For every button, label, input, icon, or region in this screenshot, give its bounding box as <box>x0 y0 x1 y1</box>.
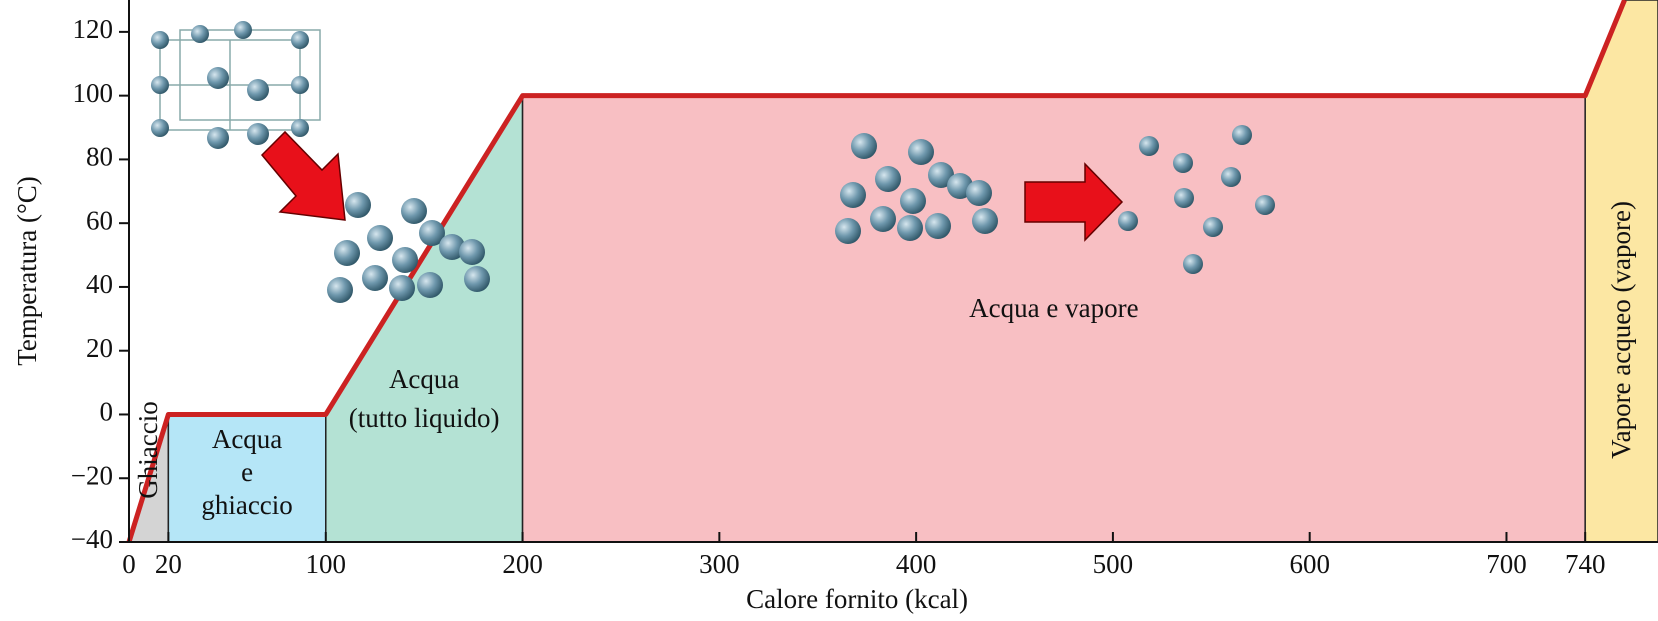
y-tick-label: 100 <box>73 78 114 108</box>
x-tick-label: 200 <box>502 549 543 579</box>
arrow <box>1024 162 1124 242</box>
x-axis-title: Calore fornito (kcal) <box>746 584 968 614</box>
illustrations <box>151 21 1275 303</box>
liquid-molecules <box>327 192 490 303</box>
x-tick-label: 20 <box>155 549 182 579</box>
region-label: Ghiaccio <box>133 401 163 498</box>
boiling-molecules <box>835 133 998 244</box>
x-tick-label: 0 <box>122 549 136 579</box>
x-tick-label: 300 <box>699 549 740 579</box>
region-label: Acqua <box>212 424 282 454</box>
y-tick-label: 0 <box>100 397 114 427</box>
x-tick-label: 100 <box>306 549 347 579</box>
region-label: (tutto liquido) <box>349 403 500 433</box>
y-tick-label: −40 <box>71 524 113 554</box>
region <box>325 93 524 543</box>
region-label: Acqua <box>389 364 459 394</box>
y-axis-title: Temperatura (°C) <box>12 176 42 366</box>
x-tick-label: 400 <box>896 549 937 579</box>
y-tick-label: 60 <box>86 205 113 235</box>
region-label: Vapore acqueo (vapore) <box>1606 201 1636 459</box>
region-label: Acqua e vapore <box>969 293 1138 323</box>
x-tick-label: 700 <box>1486 549 1527 579</box>
heating-curve <box>126 0 1627 542</box>
ice-molecules <box>151 21 309 149</box>
x-tick-label: 500 <box>1093 549 1134 579</box>
y-tick-label: 80 <box>86 142 113 172</box>
plot-area <box>126 0 1658 543</box>
y-tick-label: 40 <box>86 269 113 299</box>
y-tick-label: 20 <box>86 333 113 363</box>
y-tick-label: 120 <box>73 14 114 44</box>
x-tick-label: 740 <box>1565 549 1606 579</box>
arrow <box>260 130 346 221</box>
region-label: e <box>241 457 253 487</box>
vapor-molecules <box>1118 125 1275 274</box>
y-tick-label: −20 <box>71 460 113 490</box>
region-label: ghiaccio <box>201 490 292 520</box>
x-tick-label: 600 <box>1289 549 1330 579</box>
